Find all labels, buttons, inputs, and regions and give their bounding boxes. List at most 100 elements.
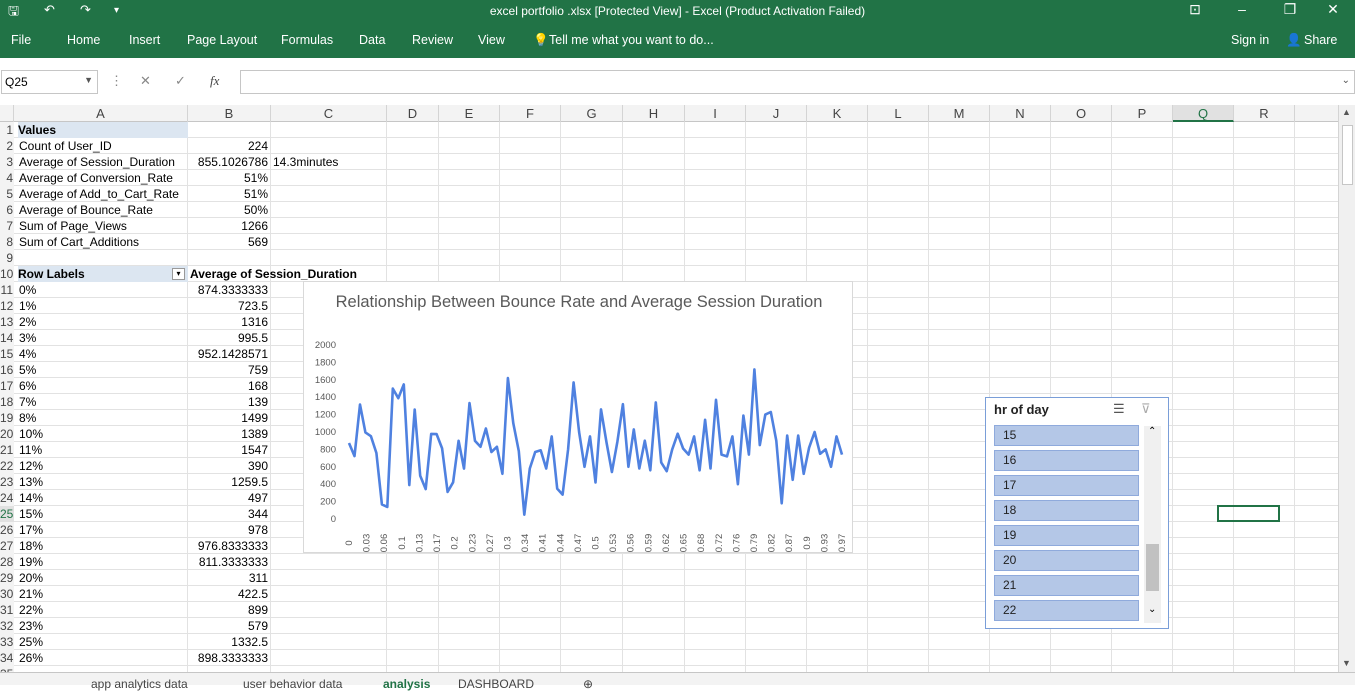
pivot-row-value[interactable]: 978 bbox=[247, 523, 268, 537]
row-header[interactable]: 33 bbox=[0, 634, 14, 650]
column-header-h[interactable]: H bbox=[623, 105, 685, 122]
row-header[interactable]: 25 bbox=[0, 506, 14, 522]
column-header-g[interactable]: G bbox=[561, 105, 623, 122]
expand-formula-icon[interactable]: ⌄ bbox=[1341, 75, 1350, 86]
row-header[interactable]: 13 bbox=[0, 314, 14, 330]
pivot-row-label[interactable]: 13% bbox=[19, 475, 44, 489]
formula-input[interactable]: ⌄ bbox=[240, 70, 1355, 94]
ribbon-display-icon[interactable]: ⊡ bbox=[1189, 1, 1201, 17]
vertical-scrollbar[interactable]: ▲ ▼ bbox=[1338, 105, 1355, 672]
value-label[interactable]: Count of User_ID bbox=[19, 139, 112, 153]
tab-review[interactable]: Review bbox=[412, 33, 453, 47]
chevron-down-icon[interactable]: ▼ bbox=[84, 75, 93, 85]
row-header[interactable]: 8 bbox=[0, 234, 14, 250]
value-number[interactable]: 51% bbox=[243, 171, 268, 185]
sheet-tab-user-behavior-data[interactable]: user behavior data bbox=[243, 677, 343, 691]
pivot-row-value[interactable]: 898.3333333 bbox=[197, 651, 268, 665]
undo-icon[interactable]: ↶ bbox=[44, 2, 55, 17]
pivot-row-value[interactable]: 874.3333333 bbox=[197, 283, 268, 297]
pivot-row-value[interactable]: 390 bbox=[247, 459, 268, 473]
slicer-hr-of-day[interactable]: hr of day ☰ ⊽ 15 16 17 18 19 20 21 22 ⌃ ⌄ bbox=[985, 397, 1169, 629]
row-header[interactable]: 23 bbox=[0, 474, 14, 490]
row-header[interactable]: 15 bbox=[0, 346, 14, 362]
pivot-row-value[interactable]: 579 bbox=[247, 619, 268, 633]
sheet-tab-app-analytics-data[interactable]: app analytics data bbox=[91, 677, 188, 691]
row-header[interactable]: 14 bbox=[0, 330, 14, 346]
pivot-row-label[interactable]: 21% bbox=[19, 587, 44, 601]
pivot-row-value[interactable]: 1259.5 bbox=[231, 475, 268, 489]
value-label[interactable]: Average of Session_Duration bbox=[19, 155, 175, 169]
value-label[interactable]: Average of Conversion_Rate bbox=[19, 171, 173, 185]
pivot-row-value[interactable]: 311 bbox=[248, 571, 268, 585]
value-number[interactable]: 569 bbox=[247, 235, 268, 249]
multi-select-icon[interactable]: ☰ bbox=[1113, 401, 1125, 416]
tab-data[interactable]: Data bbox=[359, 33, 386, 47]
pivot-row-label[interactable]: 25% bbox=[19, 635, 44, 649]
row-header[interactable]: 10 bbox=[0, 266, 14, 282]
column-header-j[interactable]: J bbox=[746, 105, 807, 122]
pivot-row-label[interactable]: 4% bbox=[19, 347, 37, 361]
slicer-item[interactable]: 21 bbox=[994, 575, 1139, 596]
row-header[interactable]: 32 bbox=[0, 618, 14, 634]
row-header[interactable]: 17 bbox=[0, 378, 14, 394]
slicer-item[interactable]: 17 bbox=[994, 475, 1139, 496]
row-header[interactable]: 7 bbox=[0, 218, 14, 234]
slicer-item[interactable]: 15 bbox=[994, 425, 1139, 446]
pivot-row-value[interactable]: 995.5 bbox=[237, 331, 268, 345]
pivot-row-label[interactable]: 22% bbox=[19, 603, 44, 617]
insert-function-icon[interactable]: fx bbox=[210, 73, 220, 88]
share-button[interactable]: Share bbox=[1304, 33, 1338, 47]
scroll-thumb[interactable] bbox=[1342, 125, 1353, 185]
slicer-item[interactable]: 20 bbox=[994, 550, 1139, 571]
column-header-i[interactable]: I bbox=[685, 105, 746, 122]
name-box[interactable]: Q25 ▼ bbox=[1, 70, 98, 94]
row-header[interactable]: 20 bbox=[0, 426, 14, 442]
value-number[interactable]: 1266 bbox=[241, 219, 268, 233]
pivot-row-labels-header[interactable]: Row Labels bbox=[18, 266, 188, 282]
row-header[interactable]: 9 bbox=[0, 250, 14, 266]
column-header-r[interactable]: R bbox=[1234, 105, 1295, 122]
row-header[interactable]: 27 bbox=[0, 538, 14, 554]
value-number[interactable]: 50% bbox=[243, 203, 268, 217]
row-header[interactable]: 31 bbox=[0, 602, 14, 618]
select-all-corner[interactable] bbox=[0, 105, 14, 122]
pivot-row-value[interactable]: 976.8333333 bbox=[197, 539, 268, 553]
restore-button[interactable]: ❐ bbox=[1283, 1, 1297, 17]
row-header[interactable]: 26 bbox=[0, 522, 14, 538]
slicer-item[interactable]: 19 bbox=[994, 525, 1139, 546]
scroll-up-icon[interactable]: ▲ bbox=[1342, 107, 1351, 117]
column-header-p[interactable]: P bbox=[1112, 105, 1173, 122]
column-header-b[interactable]: B bbox=[188, 105, 271, 122]
customize-toolbar-icon[interactable]: ▾ bbox=[114, 5, 120, 16]
column-header-k[interactable]: K bbox=[807, 105, 868, 122]
column-header-m[interactable]: M bbox=[929, 105, 990, 122]
pivot-row-value[interactable]: 811.3333333 bbox=[198, 555, 268, 569]
tell-me-search[interactable]: Tell me what you want to do... bbox=[549, 33, 714, 47]
sheet-tab-dashboard[interactable]: DASHBOARD bbox=[458, 677, 535, 691]
row-header[interactable]: 19 bbox=[0, 410, 14, 426]
pivot-row-label[interactable]: 0% bbox=[19, 283, 37, 297]
pivot-value-header[interactable]: Average of Session_Duration bbox=[190, 267, 357, 281]
pivot-row-value[interactable]: 759 bbox=[247, 363, 268, 377]
pivot-row-label[interactable]: 7% bbox=[19, 395, 37, 409]
column-header-c[interactable]: C bbox=[271, 105, 387, 122]
cancel-icon[interactable]: ✕ bbox=[140, 73, 151, 88]
column-header-e[interactable]: E bbox=[439, 105, 500, 122]
tab-page-layout[interactable]: Page Layout bbox=[187, 33, 258, 47]
pivot-row-value[interactable]: 139 bbox=[247, 395, 268, 409]
pivot-row-label[interactable]: 8% bbox=[19, 411, 37, 425]
pivot-row-label[interactable]: 2% bbox=[19, 315, 37, 329]
redo-icon[interactable]: ↷ bbox=[80, 2, 91, 17]
sheet-tab-analysis[interactable]: analysis bbox=[383, 677, 431, 691]
slicer-item[interactable]: 22 bbox=[994, 600, 1139, 621]
sign-in-link[interactable]: Sign in bbox=[1231, 33, 1270, 47]
pivot-row-label[interactable]: 17% bbox=[19, 523, 44, 537]
pivot-row-label[interactable]: 26% bbox=[19, 651, 44, 665]
row-header[interactable]: 1 bbox=[0, 122, 14, 138]
values-header[interactable]: Values bbox=[18, 122, 188, 138]
value-label[interactable]: Average of Add_to_Cart_Rate bbox=[19, 187, 179, 201]
pivot-row-label[interactable]: 19% bbox=[19, 555, 44, 569]
row-header[interactable]: 6 bbox=[0, 202, 14, 218]
pivot-row-label[interactable]: 14% bbox=[19, 491, 44, 505]
scroll-down-icon[interactable]: ▼ bbox=[1342, 658, 1351, 668]
